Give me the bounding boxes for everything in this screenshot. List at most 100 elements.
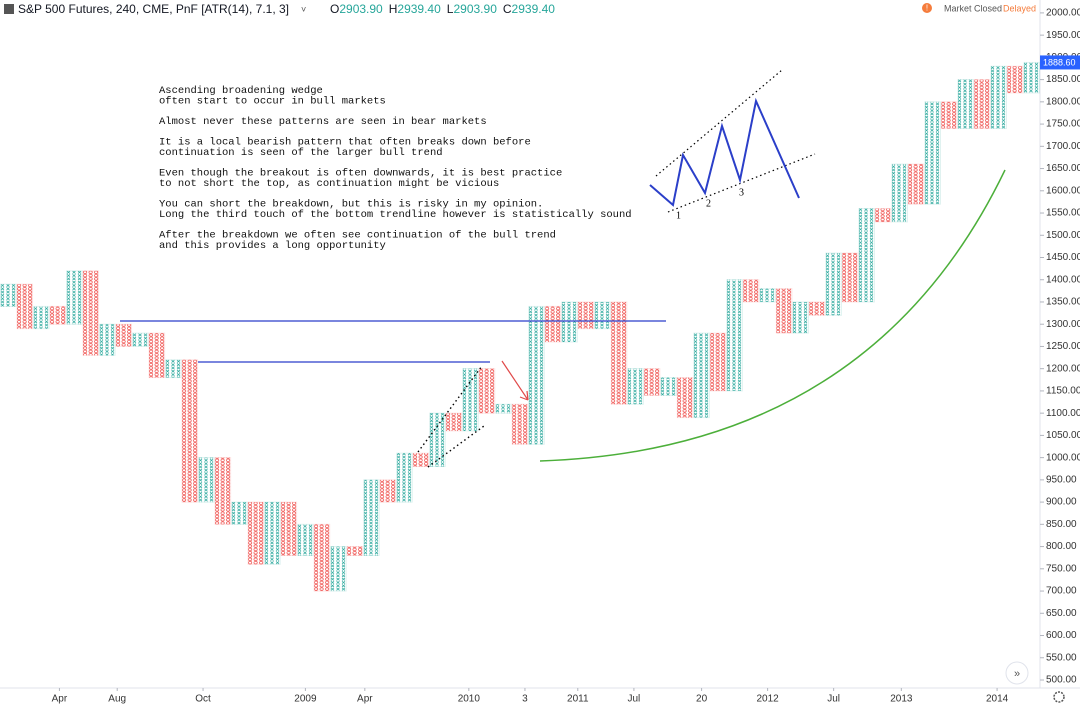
o-column <box>940 101 958 130</box>
y-tick-label: 950.00 <box>1046 475 1077 486</box>
o-column <box>874 208 892 223</box>
o-column <box>775 288 793 334</box>
x-column <box>495 403 512 414</box>
annotation-line: Almost never these patterns are seen in … <box>159 116 487 128</box>
x-column <box>627 368 644 405</box>
scroll-glyph[interactable]: » <box>1014 668 1020 680</box>
x-column <box>759 288 776 303</box>
x-column <box>891 163 908 223</box>
ohlc-value: 2939.40 <box>512 2 556 16</box>
o-column <box>214 457 232 525</box>
o-column <box>313 523 331 592</box>
x-column <box>1023 61 1041 94</box>
y-tick-label: 1050.00 <box>1046 430 1080 441</box>
annotation-line: You can short the breakdown, but this is… <box>159 198 543 210</box>
x-column <box>594 301 611 330</box>
y-tick-label: 1500.00 <box>1046 230 1080 241</box>
ohlc: O2903.90 H2939.40 L2903.90 C2939.40 <box>330 2 555 16</box>
x-tick-label: 2009 <box>294 694 317 705</box>
y-tick-label: 1200.00 <box>1046 363 1080 374</box>
y-tick-label: 500.00 <box>1046 675 1077 686</box>
inset-lower <box>667 153 816 213</box>
y-tick-label: 1600.00 <box>1046 185 1080 196</box>
x-column <box>132 332 149 347</box>
ohlc-key: H <box>389 2 398 16</box>
o-column <box>346 546 364 556</box>
x-column <box>429 412 446 468</box>
y-tick-label: 1100.00 <box>1046 408 1080 419</box>
x-column <box>957 79 974 130</box>
y-tick-label: 900.00 <box>1046 497 1077 508</box>
x-column <box>33 305 50 330</box>
last-price-tag <box>1040 55 1080 70</box>
o-column <box>841 252 859 303</box>
x-tick-label: 20 <box>696 694 708 705</box>
y-tick-label: 1550.00 <box>1046 208 1080 219</box>
o-column <box>379 479 397 503</box>
x-column <box>330 546 347 592</box>
x-tick-label: Apr <box>357 694 373 705</box>
y-tick-label: 1800.00 <box>1046 96 1080 107</box>
trend-curve <box>539 169 1006 462</box>
o-column <box>115 323 133 347</box>
dropdown[interactable]: ˅ <box>301 4 306 14</box>
x-column <box>0 283 17 307</box>
annotation-line: Ascending broadening wedge <box>159 85 323 97</box>
o-column <box>181 359 199 503</box>
y-tick-label: 1000.00 <box>1046 452 1080 463</box>
price-axis: 500.00 550.00 600.00 650.00 700.00 750.00 800.… <box>1040 8 1080 686</box>
ohlc-value: 2903.90 <box>339 2 383 16</box>
market-status: Market Closed <box>944 3 1002 13</box>
x-column <box>726 279 743 392</box>
y-tick-label: 1350.00 <box>1046 297 1080 308</box>
x-column <box>924 101 941 205</box>
inset-wedge: 1 2 3 <box>649 69 816 221</box>
x-tick-label: Aug <box>108 694 126 705</box>
x-tick-label: Oct <box>195 694 211 705</box>
o-column <box>247 501 265 565</box>
x-tick-label: Jul <box>628 694 641 705</box>
x-column <box>264 501 281 565</box>
symbol-icon <box>4 4 14 14</box>
y-tick-label: 1700.00 <box>1046 141 1080 152</box>
o-column <box>511 403 529 445</box>
ohlc-value: 2939.40 <box>397 2 441 16</box>
x-tick-label: 2010 <box>458 694 481 705</box>
o-column <box>808 301 826 316</box>
annotation-line: to not short the top, as continuation mi… <box>159 178 499 190</box>
inset-path <box>649 97 800 207</box>
o-column <box>1006 65 1024 94</box>
ohlc-key: L <box>447 2 454 16</box>
x-column <box>165 359 182 379</box>
inset-label: 3 <box>739 187 744 198</box>
x-column <box>297 523 314 556</box>
o-column <box>577 301 595 330</box>
x-tick-label: Apr <box>52 694 68 705</box>
annotation-line: continuation is seen of the larger bull … <box>159 147 443 159</box>
settings[interactable] <box>1053 691 1065 703</box>
status-icon-glyph: ! <box>926 4 928 13</box>
annotation-line: After the breakdown we often see continu… <box>159 229 556 241</box>
y-tick-label: 1850.00 <box>1046 74 1080 85</box>
y-tick-label: 1950.00 <box>1046 30 1080 41</box>
x-column <box>462 368 479 432</box>
x-tick-label: Jul <box>827 694 840 705</box>
scroll-button[interactable] <box>1005 661 1029 685</box>
x-column <box>528 305 545 445</box>
o-column <box>478 368 496 414</box>
x-column <box>660 377 677 396</box>
x-column <box>66 270 83 325</box>
y-tick-label: 1400.00 <box>1046 274 1080 285</box>
symbol: S&P 500 Futures, 240, CME, PnF [ATR(14),… <box>18 2 289 16</box>
x-column <box>363 479 380 556</box>
o-column <box>676 377 694 419</box>
ohlc-key: C <box>503 2 512 16</box>
x-tick-label: 2012 <box>756 694 779 705</box>
o-column <box>709 332 727 392</box>
inset-upper <box>655 69 783 177</box>
o-column <box>610 301 628 405</box>
x-column <box>792 301 809 334</box>
o-column <box>907 163 925 205</box>
x-column <box>198 457 215 503</box>
